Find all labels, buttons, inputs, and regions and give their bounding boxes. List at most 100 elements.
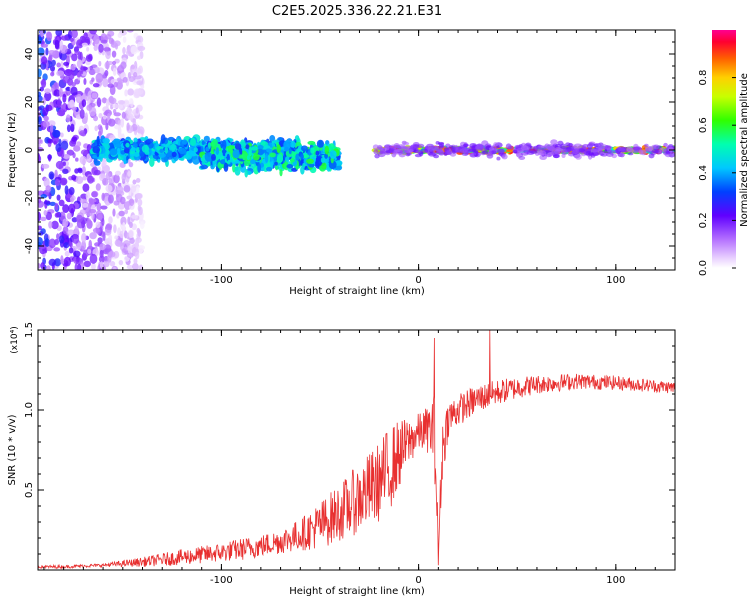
spectrogram-cell bbox=[47, 138, 53, 144]
colorbar-tick-label: 0.8 bbox=[698, 70, 709, 86]
spectrogram-cell bbox=[73, 46, 80, 53]
spectrogram-cell bbox=[288, 147, 292, 155]
spectrogram-cell bbox=[43, 209, 48, 216]
spectrogram-cell bbox=[201, 140, 205, 145]
spectrogram-cell bbox=[545, 153, 552, 158]
spectrogram-cell bbox=[101, 178, 109, 186]
spectrogram-cell bbox=[55, 30, 63, 37]
spectrogram-cell bbox=[68, 71, 75, 80]
spectrogram-cell bbox=[55, 143, 62, 153]
spectrogram-cell bbox=[109, 97, 117, 105]
spectrogram-cell bbox=[62, 226, 69, 235]
spectrogram-cell bbox=[38, 147, 44, 152]
spectrogram-cell bbox=[505, 149, 514, 153]
spectrogram-cell bbox=[111, 50, 117, 58]
spectrogram-cell bbox=[149, 157, 155, 167]
spectrogram-cell bbox=[43, 177, 50, 188]
spectrogram-cell bbox=[62, 93, 67, 103]
spectrogram-cell bbox=[588, 152, 595, 156]
spectrogram-cell bbox=[310, 147, 315, 154]
spectrogram-cell bbox=[203, 135, 210, 143]
spectrogram-cell bbox=[324, 153, 328, 159]
colorbar-tick-label: 0.0 bbox=[698, 260, 709, 276]
spectrogram-cell bbox=[269, 135, 276, 142]
spectrogram-cell bbox=[227, 159, 231, 165]
spectrogram-cell bbox=[85, 190, 90, 201]
spectrogram-cell bbox=[74, 263, 79, 270]
spectrogram-cell bbox=[137, 126, 145, 136]
spectrogram-cell bbox=[119, 230, 124, 239]
spectrogram-cell bbox=[537, 149, 543, 156]
spectrogram-cell bbox=[79, 155, 87, 165]
spectrogram-cell bbox=[71, 30, 78, 39]
spectrogram-cell bbox=[100, 205, 108, 210]
spectrogram-cell bbox=[76, 71, 82, 78]
spectrogram-cell bbox=[393, 143, 400, 149]
spectrogram-cell bbox=[496, 156, 501, 161]
y-tick-label: 1.5 bbox=[24, 322, 35, 338]
spectrogram-cell bbox=[128, 204, 135, 210]
spectrogram-cell bbox=[190, 137, 197, 147]
spectrogram-cell bbox=[77, 263, 82, 270]
spectrogram-cell bbox=[131, 214, 138, 219]
spectrogram-cell bbox=[377, 151, 386, 158]
spectrogram-cell bbox=[44, 238, 50, 247]
spectrogram-cell bbox=[48, 171, 55, 180]
spectrogram-cell bbox=[51, 220, 59, 230]
spectrogram-cell bbox=[69, 99, 75, 108]
spectrogram-y-label: Frequency (Hz) bbox=[7, 112, 18, 188]
spectrogram-cell bbox=[302, 154, 310, 159]
spectrogram-cell bbox=[136, 133, 142, 138]
spectrogram-cell bbox=[108, 251, 116, 258]
colorbar-gradient bbox=[712, 30, 736, 268]
spectrogram-cell bbox=[80, 65, 84, 75]
spectrogram-cell bbox=[164, 146, 169, 154]
spectrogram-cell bbox=[93, 160, 101, 166]
spectrogram-cell bbox=[193, 147, 198, 153]
x-tick-label: -100 bbox=[210, 575, 233, 586]
spectrogram-cell bbox=[70, 64, 76, 71]
spectrogram-cell bbox=[107, 194, 114, 204]
spectrogram-cell bbox=[613, 149, 620, 154]
spectrogram-cell bbox=[122, 222, 126, 231]
spectrogram-cell bbox=[92, 227, 100, 233]
spectrogram-cell bbox=[101, 97, 108, 104]
spectrogram-cell bbox=[103, 47, 111, 52]
spectrogram-cell bbox=[85, 54, 93, 62]
spectrogram-cell bbox=[114, 239, 121, 247]
spectrogram-cell bbox=[62, 168, 69, 175]
spectrogram-cell bbox=[451, 146, 456, 152]
spectrogram-cell bbox=[43, 200, 51, 205]
spectrogram-cell bbox=[125, 142, 130, 148]
spectrogram-cell bbox=[554, 147, 562, 152]
spectrogram-cell bbox=[103, 260, 110, 268]
spectrogram-cell bbox=[284, 146, 289, 152]
spectrogram-cell bbox=[398, 152, 406, 158]
spectrogram-cell bbox=[526, 150, 535, 156]
spectrogram-cell bbox=[141, 144, 150, 153]
spectrogram-cell bbox=[66, 149, 75, 156]
spectrogram-cell bbox=[158, 153, 166, 158]
y-tick-label: -40 bbox=[24, 238, 35, 254]
spectrogram-cell bbox=[58, 199, 65, 207]
spectrogram-cell bbox=[212, 158, 217, 168]
spectrogram-cell bbox=[55, 160, 64, 170]
spectrogram-cell bbox=[104, 61, 110, 70]
spectrogram-cell bbox=[81, 42, 88, 47]
spectrogram-cell bbox=[289, 140, 296, 148]
y-tick-label: 0 bbox=[24, 147, 35, 153]
spectrogram-cell bbox=[112, 67, 117, 77]
spectrogram-cell bbox=[279, 169, 283, 177]
spectrogram-cell bbox=[300, 145, 308, 152]
spectrogram-cell bbox=[663, 142, 668, 147]
spectrogram-cell bbox=[606, 152, 614, 157]
spectrogram-cell bbox=[40, 43, 49, 48]
y-tick-label: 1.0 bbox=[24, 402, 35, 418]
x-tick-label: 0 bbox=[415, 575, 421, 586]
spectrogram-cell bbox=[48, 154, 52, 162]
spectrogram-cell bbox=[75, 157, 79, 162]
spectrogram-cell bbox=[128, 98, 134, 104]
spectrogram-cell bbox=[75, 214, 83, 223]
spectrogram-cell bbox=[445, 143, 451, 149]
spectrogram-cell bbox=[116, 147, 121, 155]
